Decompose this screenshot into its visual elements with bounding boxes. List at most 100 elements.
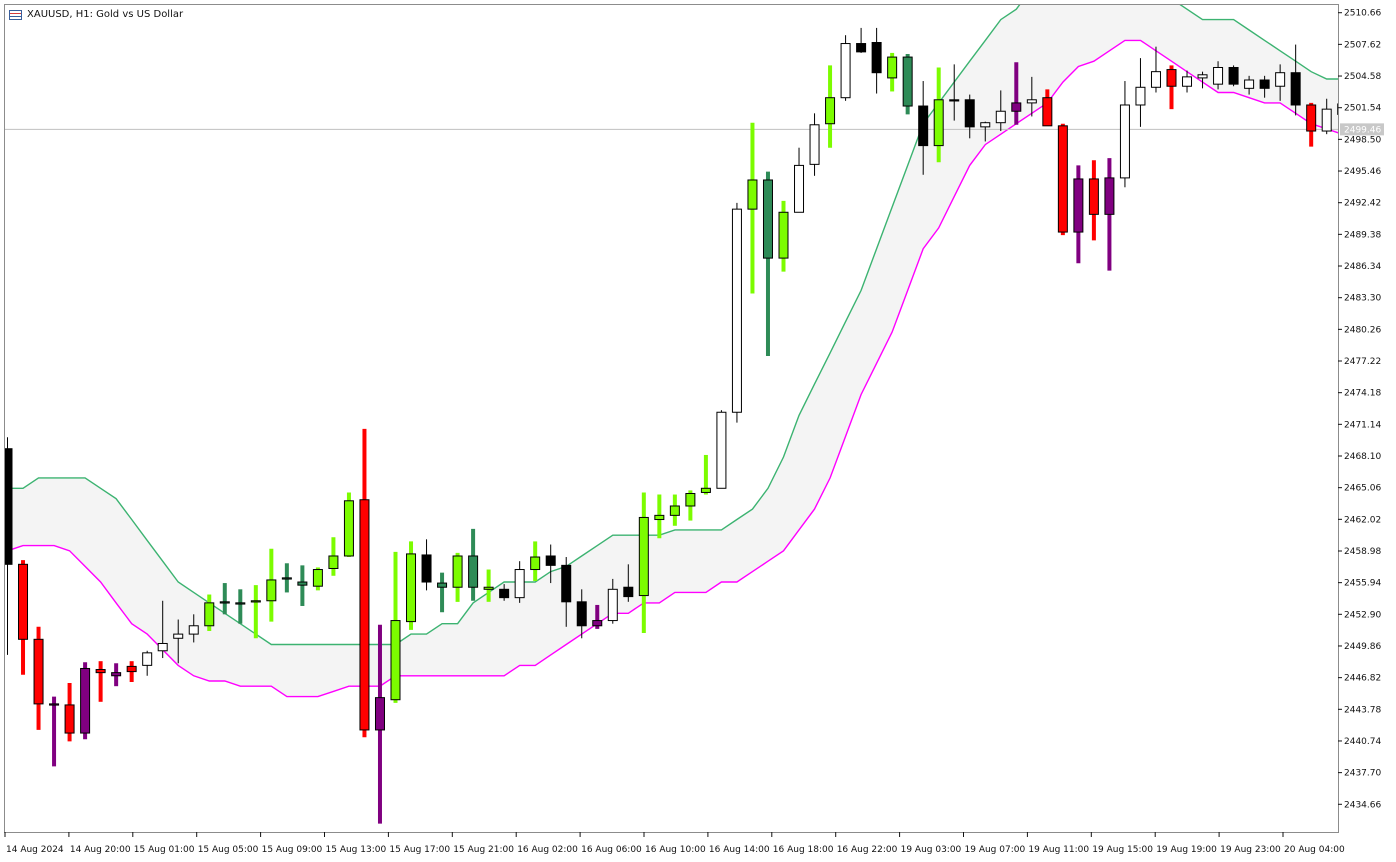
- candle-body: [1228, 66, 1239, 85]
- candle[interactable]: [840, 35, 851, 101]
- chart-frame[interactable]: [4, 4, 1339, 833]
- candle[interactable]: [933, 67, 944, 163]
- candle[interactable]: [1150, 46, 1161, 93]
- candle[interactable]: [49, 696, 60, 767]
- candle[interactable]: [980, 121, 991, 142]
- candle[interactable]: [1104, 158, 1115, 271]
- candle[interactable]: [545, 544, 556, 584]
- candle[interactable]: [685, 490, 696, 521]
- price-tick-label: 2480.26: [1344, 325, 1381, 335]
- candle[interactable]: [1213, 61, 1224, 90]
- candle[interactable]: [1088, 160, 1099, 241]
- candle[interactable]: [669, 494, 680, 526]
- candle[interactable]: [157, 600, 168, 659]
- candle[interactable]: [1321, 98, 1332, 135]
- candle[interactable]: [499, 584, 510, 601]
- candle[interactable]: [1306, 102, 1317, 147]
- candle[interactable]: [1275, 64, 1286, 101]
- candle[interactable]: [1042, 89, 1053, 127]
- candle[interactable]: [964, 94, 975, 139]
- candle-body: [1306, 104, 1317, 132]
- candle[interactable]: [1011, 62, 1022, 125]
- candle[interactable]: [18, 560, 29, 675]
- candle[interactable]: [1135, 58, 1146, 127]
- candle[interactable]: [856, 27, 867, 53]
- candle[interactable]: [80, 662, 91, 740]
- candle[interactable]: [406, 541, 417, 630]
- candle[interactable]: [359, 428, 370, 738]
- candle[interactable]: [64, 683, 75, 742]
- candle[interactable]: [1073, 165, 1084, 264]
- candle[interactable]: [731, 202, 742, 423]
- price-tick-label: 2501.54: [1344, 104, 1381, 114]
- candle[interactable]: [1057, 123, 1068, 236]
- price-axis[interactable]: 2510.66 2507.62 2504.58 2501.54 2498.50 2495.…: [1338, 9, 1384, 811]
- candle[interactable]: [514, 561, 525, 603]
- candle[interactable]: [747, 122, 758, 294]
- candle[interactable]: [468, 528, 479, 601]
- candle[interactable]: [390, 551, 401, 703]
- candle[interactable]: [654, 494, 665, 539]
- candle[interactable]: [794, 147, 805, 213]
- candle[interactable]: [312, 567, 323, 591]
- candle[interactable]: [1197, 71, 1208, 89]
- candle-body: [80, 667, 91, 734]
- candle[interactable]: [1228, 65, 1239, 87]
- candle[interactable]: [437, 572, 448, 613]
- candle[interactable]: [173, 619, 184, 664]
- candle[interactable]: [762, 171, 773, 357]
- candle[interactable]: [483, 569, 494, 602]
- candle[interactable]: [530, 541, 541, 581]
- candle[interactable]: [452, 552, 463, 602]
- candle[interactable]: [188, 614, 199, 643]
- candle[interactable]: [1259, 75, 1270, 98]
- candle[interactable]: [95, 661, 106, 702]
- candle[interactable]: [281, 563, 292, 593]
- candle[interactable]: [421, 539, 432, 591]
- candle[interactable]: [204, 594, 215, 631]
- candle[interactable]: [918, 81, 929, 175]
- candle[interactable]: [1026, 76, 1037, 117]
- candle[interactable]: [949, 64, 960, 121]
- candle-body: [173, 633, 184, 639]
- candle[interactable]: [576, 589, 587, 639]
- candle[interactable]: [995, 90, 1006, 132]
- candle[interactable]: [592, 604, 603, 629]
- candle[interactable]: [343, 492, 354, 558]
- candle[interactable]: [716, 410, 727, 489]
- candle[interactable]: [1166, 65, 1177, 110]
- candle[interactable]: [902, 53, 913, 115]
- candle[interactable]: [33, 626, 44, 730]
- candle-body: [685, 492, 696, 507]
- candle[interactable]: [266, 548, 277, 622]
- candle[interactable]: [328, 537, 339, 576]
- candle[interactable]: [219, 583, 230, 615]
- candle[interactable]: [825, 65, 836, 148]
- candle[interactable]: [809, 113, 820, 176]
- candle[interactable]: [111, 663, 122, 687]
- candle[interactable]: [3, 437, 13, 655]
- candle[interactable]: [607, 578, 618, 624]
- candle[interactable]: [1290, 44, 1301, 116]
- time-axis[interactable]: 14 Aug 2024 14 Aug 20:00 15 Aug 01:00 15 Au…: [4, 832, 1345, 855]
- candle[interactable]: [1119, 81, 1130, 188]
- candle-body: [1259, 79, 1270, 89]
- candle[interactable]: [778, 200, 789, 272]
- candle[interactable]: [700, 454, 711, 495]
- candle[interactable]: [297, 565, 308, 606]
- candle[interactable]: [638, 492, 649, 634]
- candle[interactable]: [235, 589, 246, 624]
- candle[interactable]: [250, 585, 261, 639]
- candle[interactable]: [1182, 70, 1193, 93]
- candle[interactable]: [887, 52, 898, 92]
- candle[interactable]: [1337, 95, 1347, 131]
- candle[interactable]: [126, 661, 137, 683]
- candle[interactable]: [374, 624, 385, 824]
- candle[interactable]: [561, 557, 572, 627]
- candle[interactable]: [142, 650, 153, 676]
- candle[interactable]: [871, 27, 882, 94]
- candle-body: [794, 164, 805, 213]
- candle[interactable]: [1244, 75, 1255, 95]
- candle[interactable]: [623, 564, 634, 602]
